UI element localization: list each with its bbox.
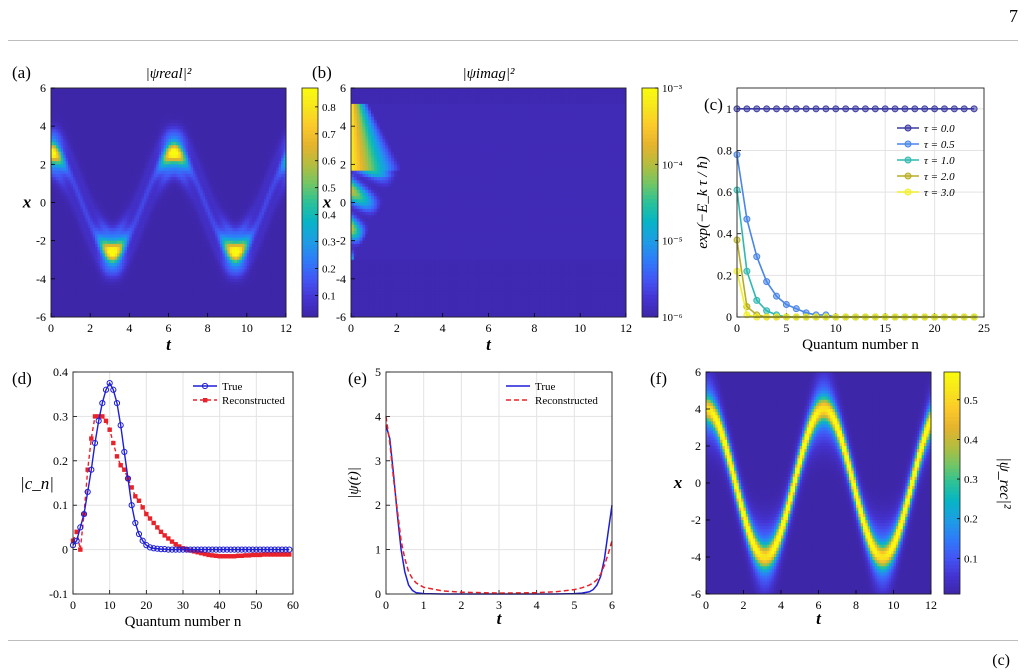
panel-a: 0 2 4 6 8 10 12-6-4-20246|ψreal|²tx0.10.20.30.… [12, 63, 336, 354]
